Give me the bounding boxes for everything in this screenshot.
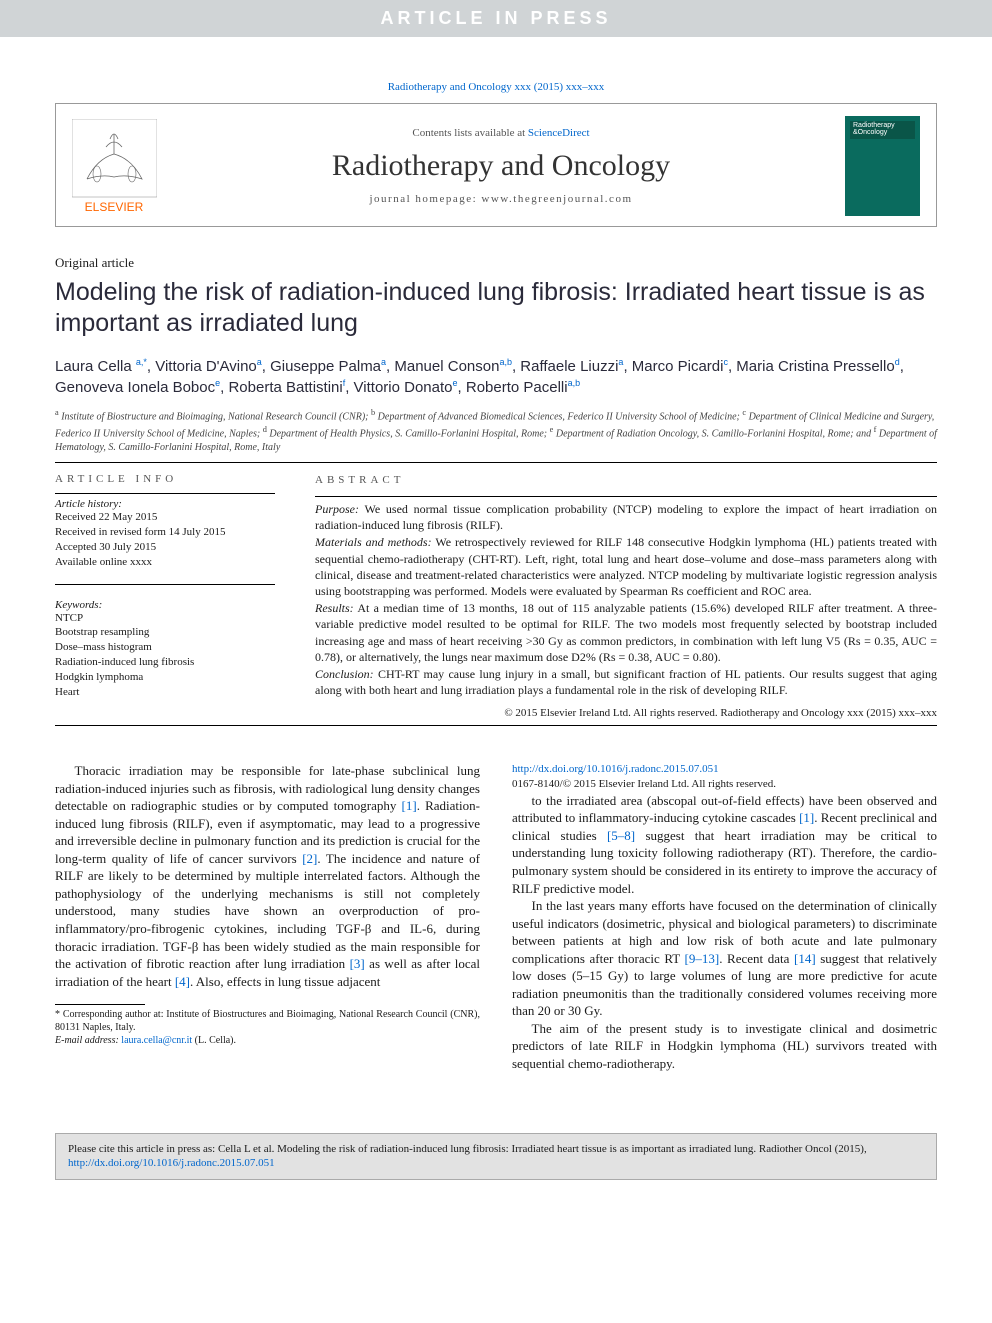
citation-link[interactable]: [9–13]: [685, 951, 720, 966]
citation-link[interactable]: [4]: [175, 974, 190, 989]
citation-link[interactable]: [3]: [350, 956, 365, 971]
affiliations: a Institute of Biostructure and Bioimagi…: [55, 407, 937, 454]
citation-line: Radiotherapy and Oncology xxx (2015) xxx…: [55, 81, 937, 93]
authors: Laura Cella a,*, Vittoria D'Avinoa, Gius…: [55, 356, 937, 400]
issn-copyright: 0167-8140/© 2015 Elsevier Ireland Ltd. A…: [512, 778, 776, 790]
divider: [55, 462, 937, 463]
page-content: Radiotherapy and Oncology xxx (2015) xxx…: [0, 37, 992, 1103]
keyword: NTCP: [55, 611, 275, 626]
history-line: Received in revised form 14 July 2015: [55, 525, 275, 540]
email-footnote: E-mail address: laura.cella@cnr.it (L. C…: [55, 1034, 480, 1047]
history-line: Accepted 30 July 2015: [55, 540, 275, 555]
info-abstract-row: article info Article history: Received 2…: [55, 473, 937, 721]
keyword: Heart: [55, 685, 275, 700]
journal-cover-icon: [845, 116, 920, 216]
doi-link[interactable]: http://dx.doi.org/10.1016/j.radonc.2015.…: [512, 763, 719, 775]
body-p2: to the irradiated area (abscopal out-of-…: [512, 792, 937, 897]
abstract-methods: Materials and methods: We retrospectivel…: [315, 534, 937, 599]
history-line: Available online xxxx: [55, 555, 275, 570]
journal-homepage: journal homepage: www.thegreenjournal.co…: [173, 193, 829, 205]
citation-link[interactable]: [1]: [402, 798, 417, 813]
body-p4: The aim of the present study is to inves…: [512, 1020, 937, 1073]
cite-box: Please cite this article in press as: Ce…: [55, 1133, 937, 1181]
keyword: Bootstrap resampling: [55, 625, 275, 640]
press-banner: ARTICLE IN PRESS: [0, 0, 992, 37]
citation-link[interactable]: [5–8]: [607, 828, 635, 843]
abstract: abstract Purpose: We used normal tissue …: [315, 473, 937, 721]
contents-line: Contents lists available at ScienceDirec…: [173, 127, 829, 139]
history-line: Received 22 May 2015: [55, 510, 275, 525]
journal-header-box: ELSEVIER Contents lists available at Sci…: [55, 103, 937, 227]
footnote-separator: [55, 1004, 145, 1005]
article-info: article info Article history: Received 2…: [55, 473, 275, 721]
svg-text:ELSEVIER: ELSEVIER: [85, 200, 144, 214]
elsevier-logo: ELSEVIER: [72, 119, 157, 214]
keywords-label: Keywords:: [55, 599, 275, 611]
cite-box-doi-link[interactable]: http://dx.doi.org/10.1016/j.radonc.2015.…: [68, 1157, 275, 1169]
article-title: Modeling the risk of radiation-induced l…: [55, 277, 937, 340]
sciencedirect-link[interactable]: ScienceDirect: [528, 127, 590, 139]
abstract-header: abstract: [315, 473, 937, 488]
history-label: Article history:: [55, 498, 275, 510]
keyword: Radiation-induced lung fibrosis: [55, 655, 275, 670]
doi-block: http://dx.doi.org/10.1016/j.radonc.2015.…: [512, 762, 937, 792]
article-info-header: article info: [55, 473, 275, 485]
citation-link[interactable]: [1]: [799, 810, 814, 825]
abstract-conclusion: Conclusion: CHT-RT may cause lung injury…: [315, 666, 937, 698]
citation-link[interactable]: [14]: [794, 951, 816, 966]
corresponding-footnote: * Corresponding author at: Institute of …: [55, 1008, 480, 1034]
body-p3: In the last years many efforts have focu…: [512, 897, 937, 1020]
article-type: Original article: [55, 255, 937, 271]
journal-name: Radiotherapy and Oncology: [173, 149, 829, 183]
body-text: Thoracic irradiation may be responsible …: [55, 762, 937, 1072]
citation-link[interactable]: [2]: [302, 851, 317, 866]
header-center: Contents lists available at ScienceDirec…: [173, 127, 829, 205]
copyright: © 2015 Elsevier Ireland Ltd. All rights …: [315, 706, 937, 721]
email-link[interactable]: laura.cella@cnr.it: [121, 1035, 192, 1046]
keyword: Hodgkin lymphoma: [55, 670, 275, 685]
keyword: Dose–mass histogram: [55, 640, 275, 655]
abstract-purpose: Purpose: We used normal tissue complicat…: [315, 501, 937, 533]
abstract-results: Results: At a median time of 13 months, …: [315, 600, 937, 665]
body-p1: Thoracic irradiation may be responsible …: [55, 762, 480, 990]
